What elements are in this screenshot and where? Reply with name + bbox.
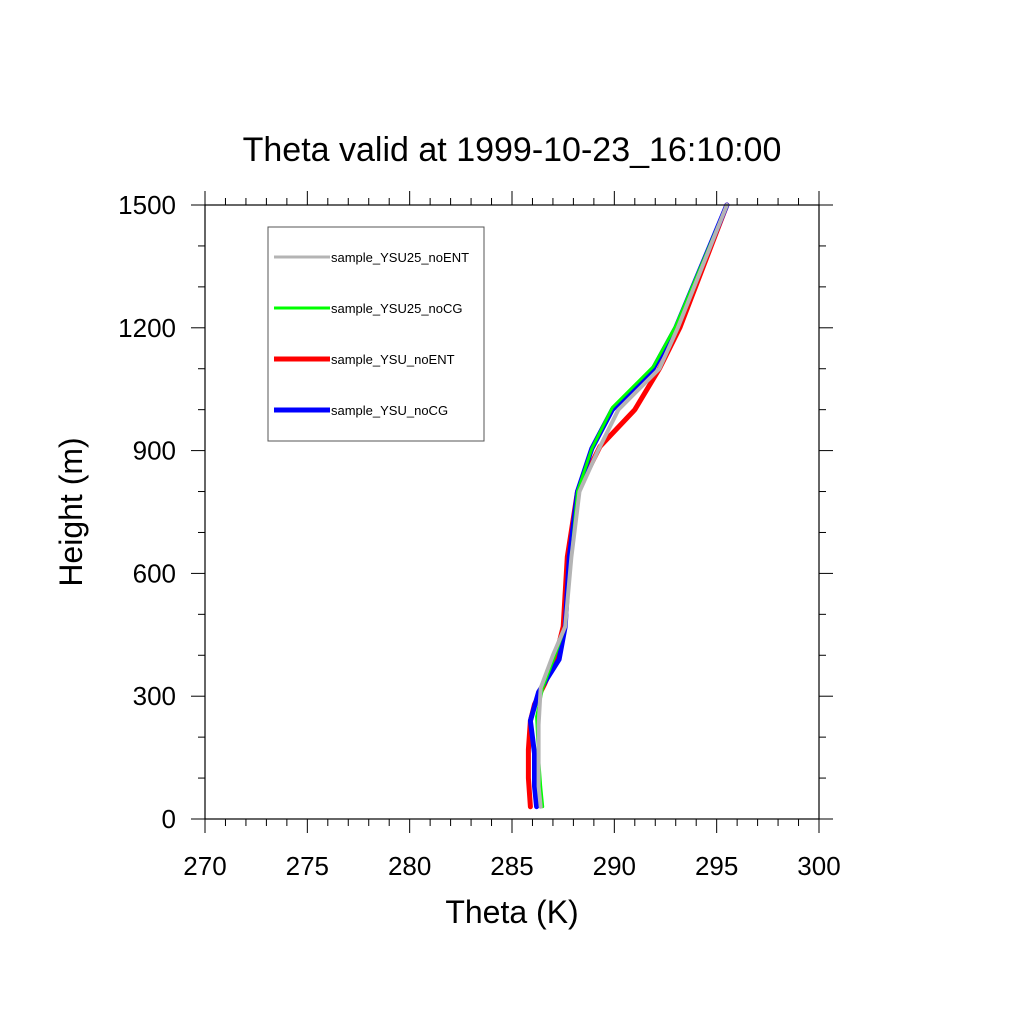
chart-title: Theta valid at 1999-10-23_16:10:00 [243,131,782,169]
x-tick-label: 300 [797,851,840,881]
y-tick-label: 0 [162,804,176,834]
y-tick-label: 300 [133,681,176,711]
series-line-sample_YSU_noCG [527,202,730,810]
x-tick-label: 285 [490,851,533,881]
y-tick-label: 1500 [118,190,176,220]
legend-box [267,226,485,442]
x-tick-label: 290 [593,851,636,881]
series-line-sample_YSU_noENT [525,202,730,810]
legend-label: sample_YSU_noCG [331,403,448,418]
y-tick-label: 600 [133,558,176,588]
y-tick-label: 900 [133,436,176,466]
series-line-sample_YSU25_noENT [536,203,729,809]
x-tick-label: 270 [183,851,226,881]
x-tick-label: 295 [695,851,738,881]
legend-label: sample_YSU25_noENT [331,250,469,265]
legend-label: sample_YSU_noENT [331,352,455,367]
legend-label: sample_YSU25_noCG [331,301,463,316]
y-axis-label: Height (m) [53,437,89,586]
x-tick-label: 275 [286,851,329,881]
x-tick-label: 280 [388,851,431,881]
x-axis-label: Theta (K) [445,894,578,930]
tick-labels-layer: 270 275 280 285 290 295 300 0 300 600 900 1200 1500 [118,190,841,881]
y-tick-label: 1200 [118,313,176,343]
legend: sample_YSU25_noENT sample_YSU25_noCGsampl… [267,226,485,442]
series-line-sample_YSU25_noCG [535,203,729,809]
series-layer [525,202,730,810]
ticks-layer [191,191,833,833]
